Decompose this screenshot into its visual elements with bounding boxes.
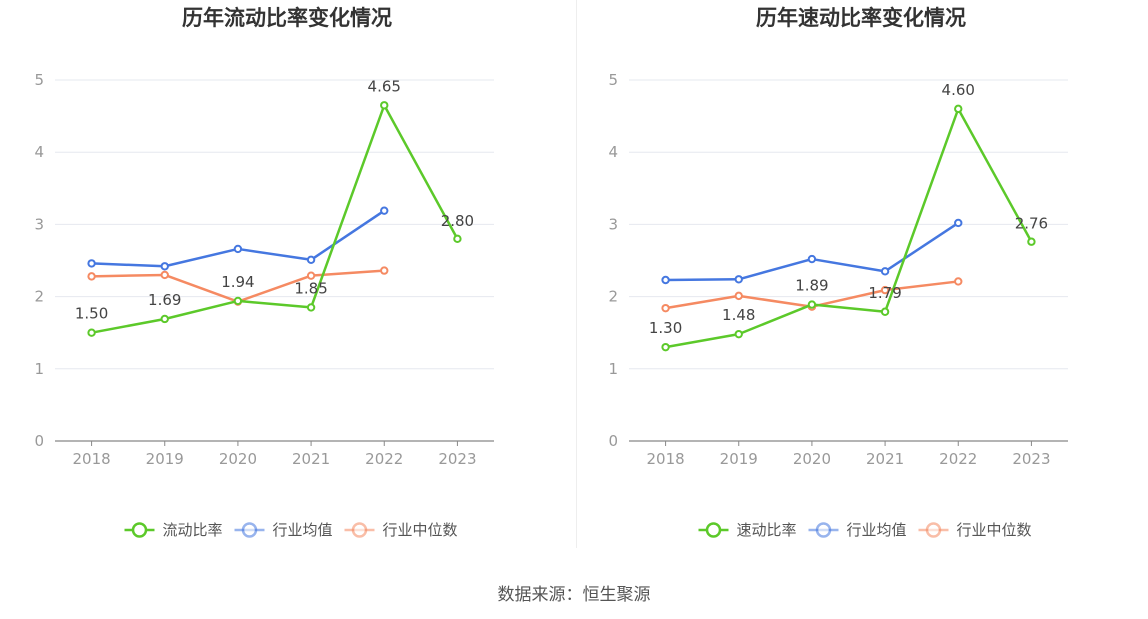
- legend-label: 行业中位数: [957, 521, 1032, 539]
- data-label: 1.85: [294, 279, 327, 297]
- data-label: 1.69: [148, 291, 181, 309]
- data-label: 1.48: [722, 306, 755, 324]
- y-tick-label: 4: [608, 143, 618, 161]
- legend-label: 行业均值: [847, 521, 907, 539]
- legend-item[interactable]: 行业均值: [808, 521, 907, 539]
- legend-label: 流动比率: [163, 521, 223, 539]
- y-tick-label: 2: [34, 288, 44, 306]
- data-label: 2.80: [441, 212, 474, 230]
- data-label: 1.50: [75, 305, 108, 323]
- x-tick-label: 2019: [720, 450, 758, 468]
- x-tick-label: 2023: [438, 450, 476, 468]
- data-point[interactable]: [880, 307, 890, 316]
- data-point[interactable]: [160, 314, 169, 324]
- series-line: [91, 104, 459, 334]
- data-label: 4.65: [368, 77, 401, 95]
- data-point[interactable]: [880, 267, 890, 276]
- x-tick-label: 2018: [646, 450, 684, 468]
- legend-label: 速动比率: [737, 521, 797, 539]
- legend-marker-icon: [705, 522, 722, 538]
- x-tick-label: 2020: [219, 450, 257, 468]
- data-point[interactable]: [233, 296, 243, 306]
- data-label: 1.89: [795, 277, 828, 295]
- x-tick-label: 2018: [72, 450, 110, 468]
- data-point[interactable]: [87, 259, 96, 268]
- y-tick-label: 4: [34, 143, 44, 161]
- y-tick-label: 2: [608, 288, 618, 306]
- data-point[interactable]: [734, 275, 743, 284]
- data-point[interactable]: [1027, 237, 1036, 246]
- series-line: [665, 107, 1033, 349]
- y-tick-label: 5: [34, 71, 44, 89]
- chart-panel-quick-ratio: 历年速动比率变化情况 0 1 2 3 4 5 2018 2019 2020 2021 2022 2023…: [574, 0, 1148, 560]
- data-point[interactable]: [954, 104, 963, 114]
- legend-item[interactable]: 流动比率: [124, 521, 223, 539]
- data-point[interactable]: [306, 271, 316, 280]
- data-point[interactable]: [87, 328, 96, 337]
- x-tick-label: 2023: [1012, 450, 1050, 468]
- legend-label: 行业均值: [273, 521, 333, 539]
- data-point[interactable]: [380, 101, 389, 110]
- data-label: 4.60: [942, 81, 975, 99]
- y-tick-label: 0: [608, 432, 618, 450]
- legend-marker-icon: [925, 522, 942, 538]
- x-tick-label: 2021: [866, 450, 904, 468]
- data-point[interactable]: [160, 262, 169, 271]
- legend-marker-icon: [241, 522, 258, 538]
- legend-label: 行业中位数: [383, 521, 458, 539]
- y-tick-label: 1: [34, 360, 44, 378]
- chart-title: 历年速动比率变化情况: [756, 6, 966, 30]
- chart-panel-current-ratio: 历年流动比率变化情况 0 1 2 3 4 5 2018 2019 2020 2021 2022 2023…: [0, 0, 574, 560]
- chart-current-ratio: 历年流动比率变化情况 0 1 2 3 4 5 2018 2019 2020 2021 2022 2023…: [34, 6, 494, 539]
- data-point[interactable]: [880, 285, 890, 295]
- data-point[interactable]: [306, 255, 316, 264]
- x-tick-label: 2020: [793, 450, 831, 468]
- y-tick-label: 0: [34, 432, 44, 450]
- x-tick-label: 2022: [365, 450, 403, 468]
- data-source-note: 数据来源：恒生聚源: [497, 585, 651, 605]
- data-point[interactable]: [807, 254, 817, 264]
- data-point[interactable]: [160, 270, 169, 280]
- chart-quick-ratio: 历年速动比率变化情况 0 1 2 3 4 5 2018 2019 2020 2021 2022 2023…: [608, 6, 1068, 539]
- data-point[interactable]: [954, 277, 963, 286]
- data-point[interactable]: [661, 275, 670, 285]
- y-tick-label: 3: [34, 215, 44, 233]
- series-line: [91, 209, 385, 268]
- legend-item[interactable]: 行业中位数: [344, 521, 458, 539]
- legend-marker-icon: [131, 522, 148, 538]
- data-label: 1.94: [221, 273, 254, 291]
- data-point[interactable]: [233, 244, 243, 254]
- data-point[interactable]: [734, 329, 743, 339]
- data-point[interactable]: [380, 266, 389, 275]
- data-label: 2.76: [1015, 215, 1048, 233]
- x-tick-label: 2022: [939, 450, 977, 468]
- data-point[interactable]: [807, 300, 817, 309]
- data-point[interactable]: [954, 218, 963, 228]
- legend-item[interactable]: 行业中位数: [918, 521, 1032, 539]
- x-tick-label: 2019: [146, 450, 184, 468]
- data-point[interactable]: [734, 291, 743, 301]
- legend-item[interactable]: 行业均值: [234, 521, 333, 539]
- panel-divider: [576, 0, 577, 548]
- data-point[interactable]: [661, 303, 670, 313]
- data-label: 1.30: [649, 319, 682, 337]
- legend-marker-icon: [351, 522, 368, 538]
- legend-marker-icon: [815, 522, 832, 538]
- data-point[interactable]: [87, 272, 96, 281]
- chart-title: 历年流动比率变化情况: [182, 6, 392, 30]
- data-point[interactable]: [453, 234, 462, 244]
- data-label: 1.79: [868, 284, 901, 302]
- y-tick-label: 5: [608, 71, 618, 89]
- data-point[interactable]: [306, 303, 316, 312]
- data-point[interactable]: [661, 342, 670, 352]
- y-tick-label: 1: [608, 360, 618, 378]
- data-point[interactable]: [380, 206, 389, 215]
- y-tick-label: 3: [608, 215, 618, 233]
- legend-item[interactable]: 速动比率: [698, 521, 797, 539]
- x-tick-label: 2021: [292, 450, 330, 468]
